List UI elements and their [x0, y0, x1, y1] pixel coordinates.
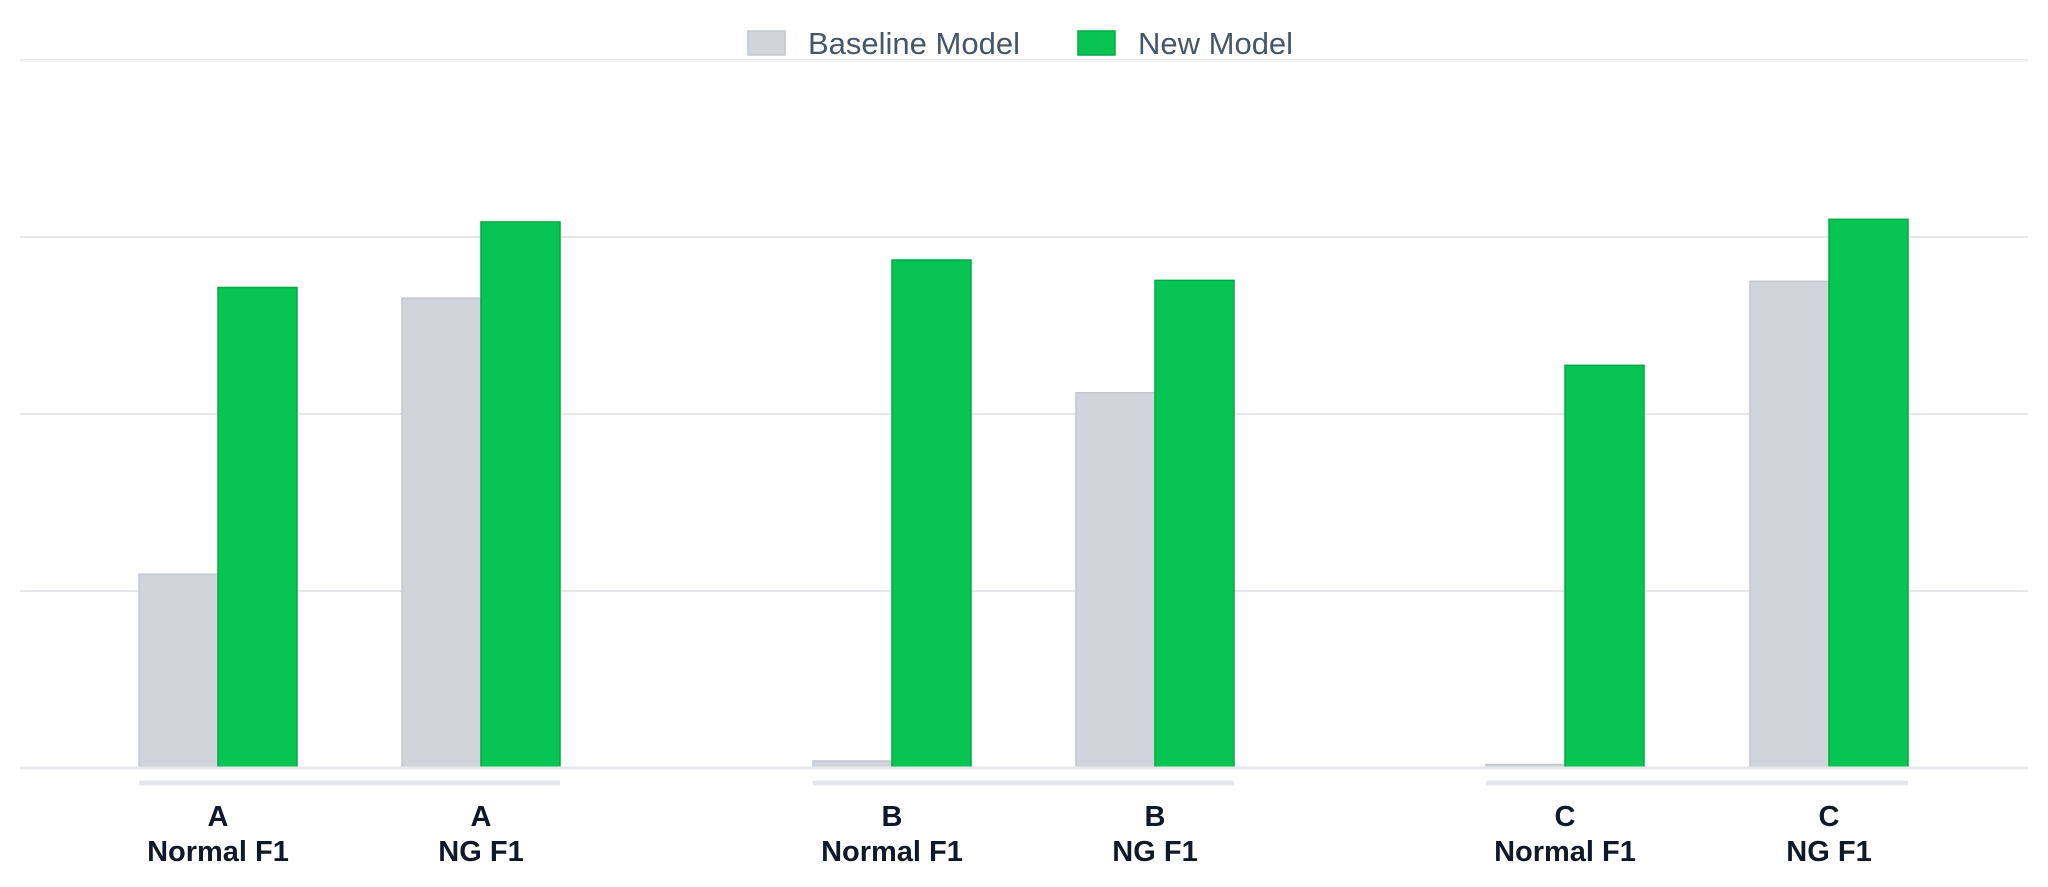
legend-swatch-0: [747, 30, 786, 56]
x-tick-label-3: B NG F1: [1112, 801, 1197, 868]
bar-new-model-3: [1154, 279, 1235, 769]
x-tick-label-0: A Normal F1: [147, 801, 289, 868]
legend-item-new-model[interactable]: New Model: [1077, 26, 1293, 61]
bars: [138, 218, 1909, 769]
bar-new-model-1: [480, 221, 561, 769]
bar-new-model-5: [1828, 218, 1909, 769]
x-tick-label-2: B Normal F1: [821, 801, 963, 868]
bar-new-model-0: [217, 286, 298, 769]
legend-swatch-1: [1077, 30, 1116, 56]
legend-item-baseline-model[interactable]: Baseline Model: [747, 26, 1020, 61]
bar-baseline-model-5: [1749, 280, 1830, 769]
bar-baseline-model-1: [401, 297, 482, 769]
x-tick-label-1: A NG F1: [438, 801, 523, 868]
legend-label-1: New Model: [1138, 26, 1293, 61]
bar-baseline-model-3: [1075, 392, 1156, 769]
legend-label-0: Baseline Model: [808, 26, 1020, 61]
x-tick-label-5: C NG F1: [1786, 801, 1871, 868]
x-tick-labels: A Normal F1 A NG F1 B Normal F1 B NG F1 C Normal …: [147, 801, 1872, 868]
legend[interactable]: Baseline Model New Model: [747, 26, 1293, 61]
x-tick-label-4: C Normal F1: [1494, 801, 1636, 868]
bar-new-model-2: [891, 259, 972, 769]
bar-baseline-model-0: [138, 573, 219, 769]
gridlines: [20, 59, 2028, 592]
bar-new-model-4: [1564, 364, 1645, 769]
